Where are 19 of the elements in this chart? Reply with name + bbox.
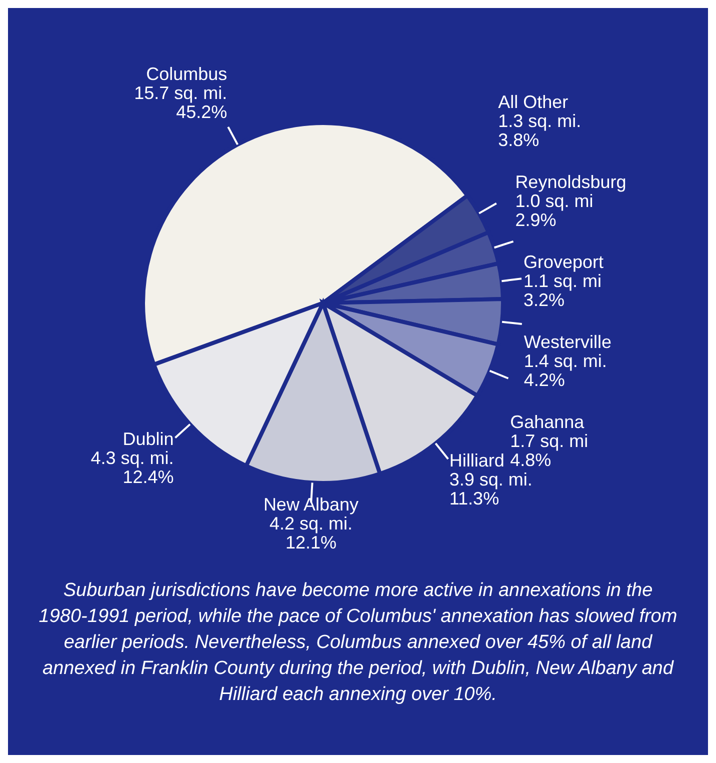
data-label: 4.2 sq. mi. 12.1% (269, 514, 352, 553)
text: Suburban jurisdictions have become more active in annexations in the 1980-1991 period, while the pace of Columbus' annexation has slowed from earlier periods. Nevertheless, Columbus annexed over 45% of all land annexed in Franklin County during the period, with Dublin, New Albany and Hilliard each annexing over 10%. (38, 579, 678, 707)
data-label: 1.1 sq. mi 3.2% (523, 271, 602, 310)
slice-label: Hilliard (449, 450, 504, 471)
slice-label: Columbus (146, 64, 228, 84)
slice-label: All Other (498, 92, 568, 112)
data-label: 1.0 sq. mi 2.9% (515, 191, 594, 230)
slice-label: Dublin (122, 429, 174, 450)
slice-label: Gahanna (510, 412, 586, 432)
slice-label: Reynoldsburg (515, 172, 626, 192)
data-label: 1.4 sq. mi. 4.2% (524, 351, 607, 390)
data-label: 4.3 sq. mi. 12.4% (90, 448, 174, 488)
slice-label: Westerville (524, 332, 612, 352)
data-label: 1.7 sq. mi 4.8% (510, 431, 588, 470)
data-label: 3.9 sq. mi. 11.3% (449, 470, 532, 509)
data-label: 15.7 sq. mi. 45.2% (134, 83, 228, 122)
slice-label: New Albany (263, 494, 359, 515)
data-label: 1.3 sq. mi. 3.8% (498, 111, 582, 150)
slice-label: Groveport (523, 252, 604, 272)
